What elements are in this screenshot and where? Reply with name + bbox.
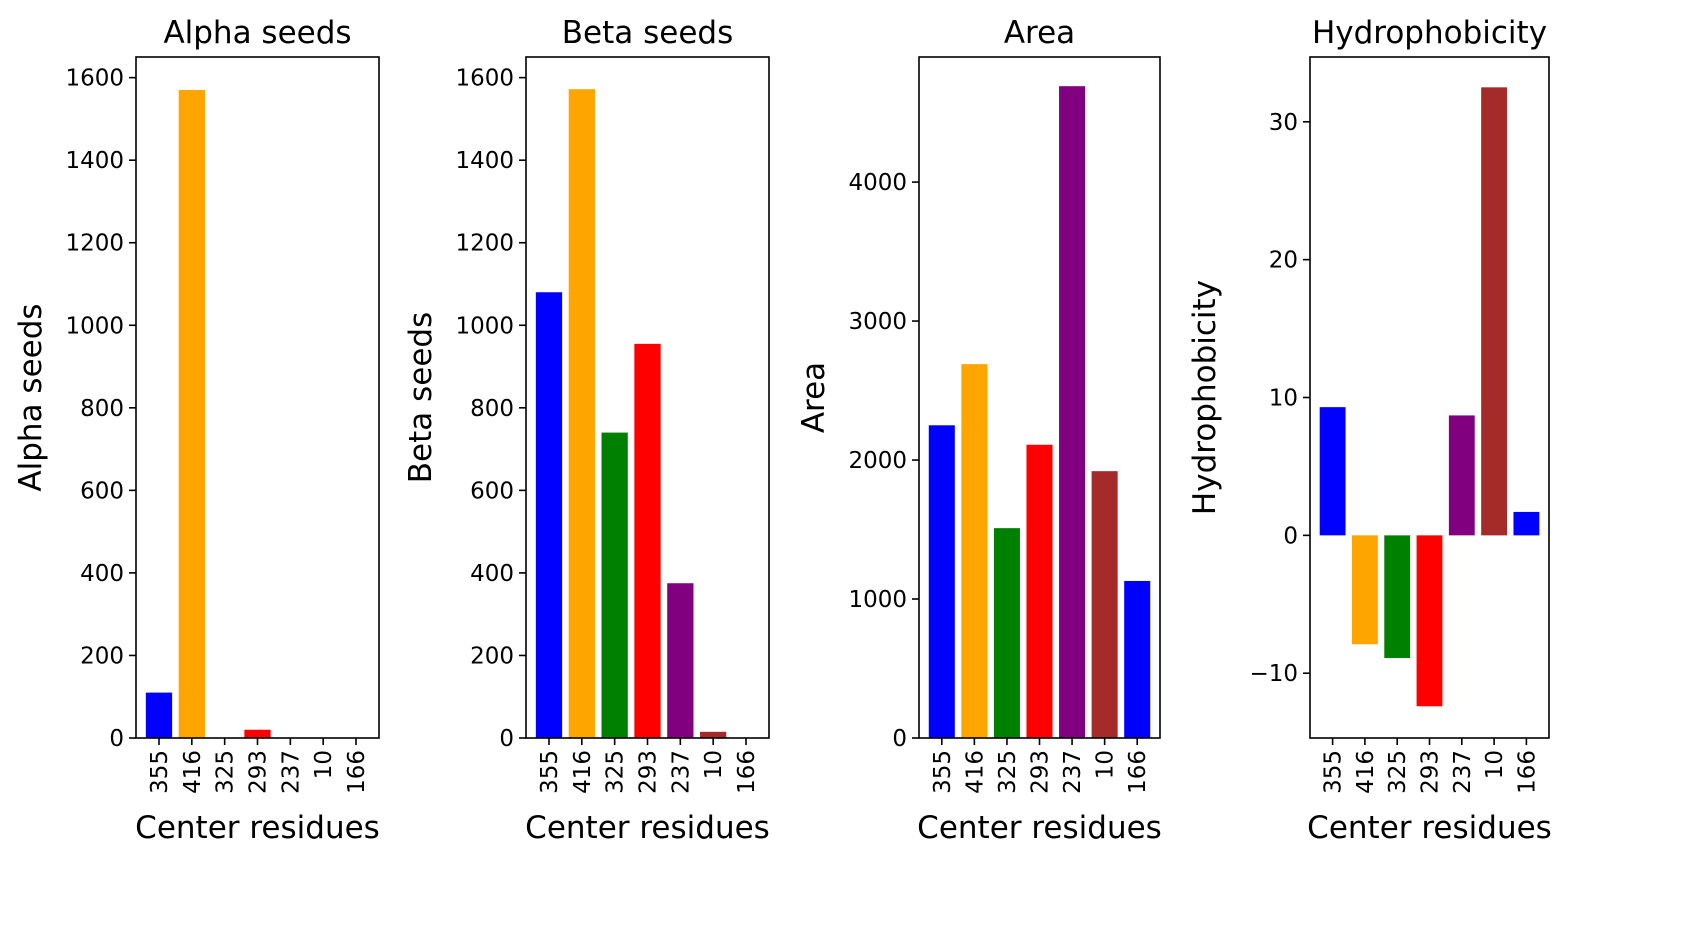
x-tick-label: 325 (603, 750, 629, 794)
bar-166 (1124, 580, 1151, 738)
bar-166 (1513, 511, 1540, 536)
x-tick-label: 166 (344, 750, 370, 794)
x-tick-label: 355 (1321, 750, 1347, 794)
bar-293 (1416, 535, 1443, 707)
bar-293 (244, 729, 271, 738)
bar-325 (601, 432, 628, 738)
chart-title: Beta seeds (562, 15, 733, 51)
x-tick-label: 293 (636, 750, 662, 794)
y-tick-label: 200 (470, 643, 514, 669)
bar-293 (634, 343, 661, 738)
x-tick-label: 416 (180, 750, 206, 794)
bar-355 (1319, 407, 1346, 536)
x-tick-label: 293 (1028, 750, 1054, 794)
y-tick-label: 400 (470, 561, 514, 587)
x-tick-label: 166 (1514, 750, 1540, 794)
x-tick-label: 10 (1482, 750, 1508, 779)
y-tick-label: 2000 (848, 448, 907, 474)
y-tick-label: 0 (109, 726, 124, 752)
bar-10 (1481, 87, 1508, 536)
axes-frame (135, 56, 380, 739)
x-tick-label: 325 (995, 750, 1021, 794)
x-tick-label: 10 (1093, 750, 1119, 779)
y-tick-label: 0 (892, 726, 907, 752)
y-tick-label: 30 (1269, 110, 1298, 136)
y-tick-label: −10 (1249, 661, 1298, 687)
x-axis-label: Center residues (135, 810, 380, 846)
y-tick-label: 3000 (848, 309, 907, 335)
x-tick-label: 355 (930, 750, 956, 794)
bar-416 (1351, 535, 1378, 645)
x-tick-label: 237 (1060, 750, 1086, 794)
x-tick-label: 325 (1385, 750, 1411, 794)
y-axis-label: Area (796, 362, 832, 433)
x-tick-label: 166 (1125, 750, 1151, 794)
chart-title: Area (1004, 15, 1075, 51)
y-tick-label: 1600 (455, 66, 514, 92)
x-tick-label: 10 (701, 750, 727, 779)
y-tick-label: 1000 (848, 587, 907, 613)
bar-10 (1091, 471, 1118, 738)
y-tick-label: 800 (80, 396, 124, 422)
y-axis-label: Beta seeds (403, 312, 439, 483)
y-tick-label: 1000 (65, 313, 124, 339)
bar-237 (1448, 415, 1475, 536)
bar-355 (535, 292, 563, 738)
subplot-area: Area Center residues Area 0 1000 2000 3000 4… (796, 15, 1162, 846)
chart-title: Alpha seeds (163, 15, 351, 51)
bar-416 (568, 89, 595, 738)
x-tick-label: 237 (278, 750, 304, 794)
x-tick-label: 416 (1353, 750, 1379, 794)
bar-237 (1059, 86, 1086, 738)
bar-416 (178, 90, 205, 738)
subplot-hydrophobicity: Hydrophobicity Center residues Hydrophob… (1187, 15, 1552, 846)
x-tick-label: 293 (1418, 750, 1444, 794)
x-tick-label: 416 (962, 750, 988, 794)
y-tick-label: 0 (1283, 523, 1298, 549)
x-tick-label: 355 (147, 750, 173, 794)
y-tick-label: 0 (499, 726, 514, 752)
x-axis-label: Center residues (917, 810, 1162, 846)
y-tick-label: 1200 (455, 231, 514, 257)
x-tick-label: 10 (311, 750, 337, 779)
x-tick-label: 166 (734, 750, 760, 794)
x-tick-label: 237 (668, 750, 694, 794)
y-axis-label: Hydrophobicity (1187, 280, 1223, 515)
y-tick-label: 20 (1269, 248, 1298, 274)
chart-title: Hydrophobicity (1312, 15, 1547, 51)
y-tick-label: 200 (80, 643, 124, 669)
y-tick-label: 10 (1269, 386, 1298, 412)
y-tick-label: 1600 (65, 66, 124, 92)
bar-293 (1026, 444, 1053, 738)
x-axis-label: Center residues (525, 810, 770, 846)
x-tick-label: 293 (246, 750, 272, 794)
y-tick-label: 1400 (65, 148, 124, 174)
x-tick-label: 325 (213, 750, 239, 794)
y-tick-label: 1400 (455, 148, 514, 174)
subplot-beta-seeds: Beta seeds Center residues Beta seeds 0 2… (403, 15, 770, 846)
bar-237 (667, 583, 694, 738)
bar-325 (993, 528, 1020, 738)
y-axis-label: Alpha seeds (13, 303, 49, 491)
y-tick-label: 1000 (455, 313, 514, 339)
bar-416 (961, 364, 988, 738)
y-tick-label: 1200 (65, 231, 124, 257)
y-tick-label: 600 (80, 478, 124, 504)
y-tick-label: 4000 (848, 170, 907, 196)
x-tick-label: 416 (570, 750, 596, 794)
x-tick-label: 355 (537, 750, 563, 794)
bar-355 (145, 692, 173, 738)
x-axis-label: Center residues (1307, 810, 1552, 846)
y-tick-label: 800 (470, 396, 514, 422)
subplot-alpha-seeds: Alpha seeds Center residues Alpha seeds … (13, 15, 380, 846)
y-tick-label: 400 (80, 561, 124, 587)
bar-325 (1384, 535, 1411, 659)
bar-355 (928, 425, 955, 738)
bar-10 (700, 731, 727, 738)
y-tick-label: 600 (470, 478, 514, 504)
x-tick-label: 237 (1450, 750, 1476, 794)
